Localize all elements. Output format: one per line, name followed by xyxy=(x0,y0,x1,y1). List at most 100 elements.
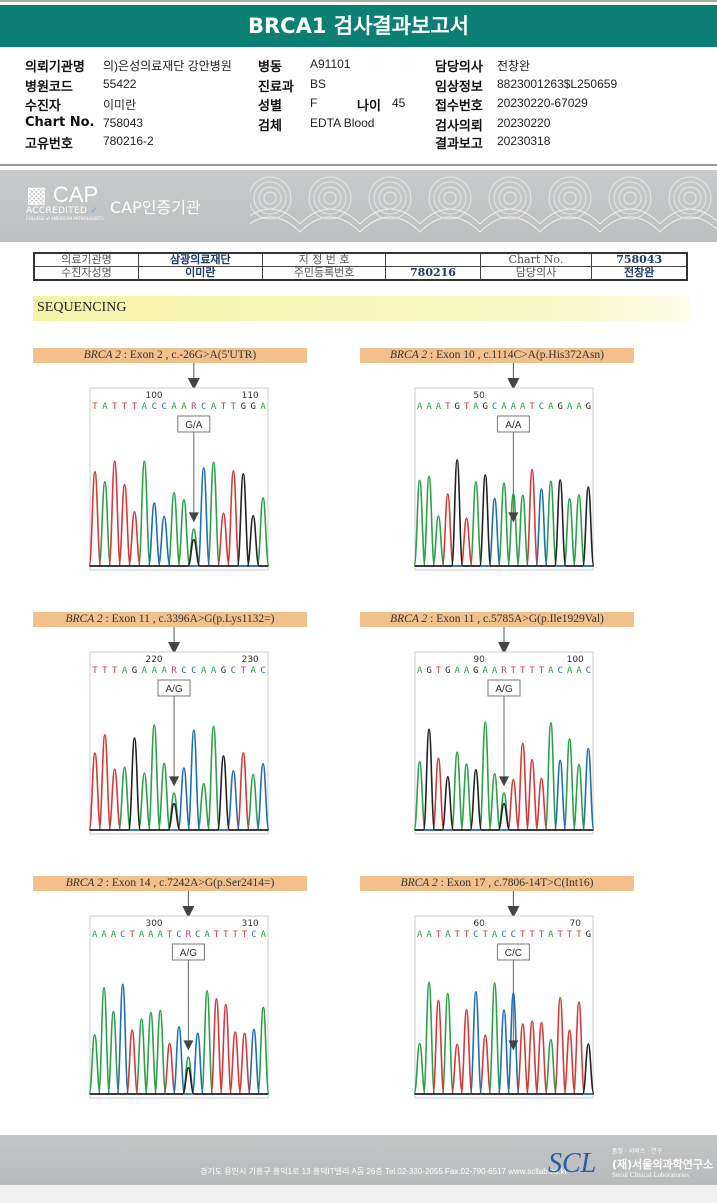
chromatogram-panel: BRCA 2 : Exon 10 , c.1114C>A(p.His372Asn… xyxy=(360,348,660,608)
variant-caption: BRCA 2 : Exon 17 , c.7806-14T>C(Int16) xyxy=(360,876,634,891)
base-call: A xyxy=(464,666,470,676)
arrow-down-icon xyxy=(183,1040,194,1051)
info-value: 55422 xyxy=(103,77,137,91)
table-row: 수진자성명 이미란 주민등록번호 780216 담당의사 전창완 xyxy=(33,266,688,281)
base-call: R xyxy=(501,666,507,676)
info-label: 병동 xyxy=(258,60,282,75)
trace-G xyxy=(415,459,595,567)
trace-C xyxy=(90,729,270,831)
base-call: A xyxy=(520,402,526,412)
info-label: 검사의뢰 xyxy=(435,119,483,134)
footer-slogan: 품질 · 서비스 · 연구 xyxy=(612,1148,663,1155)
info-label: 진료과 xyxy=(258,80,294,95)
info-label: 수진자 xyxy=(25,99,61,114)
base-call: T xyxy=(132,402,138,412)
chromatogram: 60 70A A T A T T C T A C C T T T A T T T GC/C xyxy=(413,891,595,1099)
position-tick: 220 xyxy=(145,655,162,665)
info-value: 8823001263$L250659 xyxy=(497,77,618,91)
base-call: T xyxy=(167,930,173,940)
base-call: T xyxy=(567,930,573,940)
base-call: T xyxy=(529,930,535,940)
variant-description: : Exon 10 , c.1114C>A(p.His372Asn) xyxy=(427,349,605,361)
base-call: A xyxy=(567,402,573,412)
base-call: C xyxy=(152,402,157,412)
info-value: 758043 xyxy=(103,116,144,130)
base-call: G xyxy=(241,402,246,412)
base-call: T xyxy=(454,930,460,940)
position-tick: 90 xyxy=(473,655,485,665)
base-call: A xyxy=(576,402,582,412)
arrow-down-icon xyxy=(187,378,200,390)
base-call: C xyxy=(161,402,166,412)
footer-address: 경기도 용인시 기흥구 흥덕1로 13 흥덕IT밸리 A동 26층 Tel.02… xyxy=(200,1167,568,1176)
report-title: BRCA1 검사결과보고서 xyxy=(0,5,717,47)
base-call: T xyxy=(223,930,229,940)
base-call: T xyxy=(214,930,220,940)
base-call: A xyxy=(473,402,479,412)
arrow-down-icon xyxy=(188,512,199,523)
info-label: 임상정보 xyxy=(435,80,483,95)
position-tick: 100 xyxy=(567,655,584,665)
base-call: T xyxy=(112,402,118,412)
base-call: C xyxy=(492,402,497,412)
base-call: T xyxy=(112,666,118,676)
info-value: 20230220-67029 xyxy=(497,96,588,110)
base-call: A xyxy=(260,402,266,412)
arrow-down-icon xyxy=(168,642,181,654)
info-value: 20230318 xyxy=(497,134,551,148)
info-value: F xyxy=(310,96,318,110)
cell: Chart No. xyxy=(479,252,593,267)
base-call: A xyxy=(548,930,554,940)
trace-T xyxy=(415,742,593,831)
base-call: A xyxy=(483,666,489,676)
base-call: T xyxy=(520,930,526,940)
base-call: C xyxy=(120,930,125,940)
base-call: T xyxy=(529,402,535,412)
base-call: T xyxy=(464,402,470,412)
variant-caption: BRCA 2 : Exon 11 , c.3396A>G(p.Lys1132=) xyxy=(33,612,307,627)
base-call: A xyxy=(211,666,217,676)
cell: 지 정 번 호 xyxy=(261,252,387,267)
base-call: T xyxy=(539,666,545,676)
base-call: A xyxy=(142,402,148,412)
base-call: T xyxy=(529,666,535,676)
cell: 758043 xyxy=(591,252,688,267)
trace-G xyxy=(90,472,268,567)
base-call: A xyxy=(576,666,582,676)
arrow-down-icon xyxy=(498,642,510,654)
chromatogram: 50A A A T G T A G C A A A T C A G A A GA/A xyxy=(413,363,595,571)
base-call: A xyxy=(101,930,107,940)
base-call: R xyxy=(191,402,197,412)
base-call: C xyxy=(201,402,206,412)
base-call: T xyxy=(539,930,545,940)
chromatogram-frame xyxy=(89,651,269,835)
patient-table: 의료기관명 삼광의료재단 지 정 번 호 Chart No. 758043 수진… xyxy=(33,252,688,281)
age-label: 나이 xyxy=(357,99,381,114)
base-call: A xyxy=(454,666,460,676)
base-call: R xyxy=(171,666,177,676)
info-value: 20230220 xyxy=(497,116,551,130)
wave-pattern-decoration xyxy=(250,176,717,233)
base-call: G xyxy=(132,666,137,676)
base-call: A xyxy=(181,402,187,412)
base-call: A xyxy=(417,666,423,676)
trace-T xyxy=(415,996,593,1095)
info-label: 병원코드 xyxy=(25,80,73,95)
base-call: A xyxy=(211,402,217,412)
variant-caption: BRCA 2 : Exon 10 , c.1114C>A(p.His372Asn… xyxy=(360,348,634,363)
base-call: A xyxy=(492,666,498,676)
variant-caption: BRCA 2 : Exon 14 , c.7242A>G(p.Ser2414=) xyxy=(33,876,307,891)
base-call: G xyxy=(250,402,255,412)
position-tick: 300 xyxy=(145,919,162,929)
genotype-label: C/C xyxy=(505,948,522,959)
info-value: 이미란 xyxy=(103,98,137,112)
base-call: A xyxy=(161,666,167,676)
cell xyxy=(385,252,481,267)
cap-accredited-logo: ▩ CAP ACCREDITED ✓ COLLEGE of AMERICAN P… xyxy=(26,182,104,222)
base-call: T xyxy=(129,930,135,940)
base-call: A xyxy=(417,402,423,412)
base-call: T xyxy=(232,930,238,940)
gene-name: BRCA 2 xyxy=(83,349,121,361)
